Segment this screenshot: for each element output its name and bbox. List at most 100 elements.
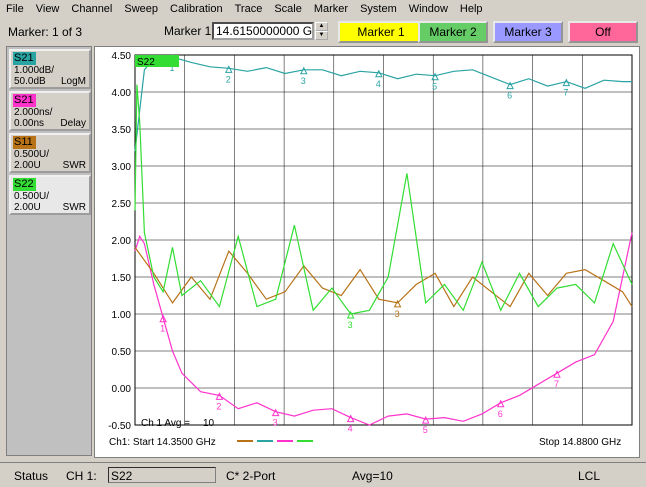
marker-triangle [215,392,224,400]
trace-s21-logm[interactable]: S21 1.000dB/ 50.0dB LogM [9,49,91,89]
menu-help[interactable]: Help [459,3,483,15]
marker-glyphs: 1 2 3 4 5 6 7 1 2 3 4 5 6 7 3 3 [159,54,571,435]
marker-triangle [159,314,167,323]
marker-1-button[interactable]: Marker 1 [338,21,424,43]
status-trace-box: S22 [108,467,216,483]
marker-count: Marker: 1 of 3 [8,25,83,39]
y-tick-label: 2.00 [112,236,132,247]
trace-name: S21 [13,52,36,65]
y-tick-label: -0.50 [108,421,131,432]
y-tick-label: 3.50 [112,125,132,136]
marker-triangle [421,415,430,424]
marker-label: 5 [432,82,437,92]
spin-down-icon[interactable]: ▼ [315,31,328,40]
marker-triangle [299,66,308,75]
marker-frequency-input[interactable]: 14.6150000000 GHz [212,22,314,40]
marker-label: 3 [395,309,400,319]
avg-label: Ch 1 Avg = [141,418,190,429]
menu-file[interactable]: File [6,3,24,15]
trace-s22-swr[interactable]: S22 0.500U/ 2.00U SWR [9,175,91,215]
trace-ref: 2.00U [14,160,41,171]
marker-label: 3 [273,418,278,428]
measurement-chart[interactable]: 4.50 4.00 3.50 3.00 2.50 2.00 1.50 1.00 0.50 0.00… [94,46,640,458]
marker-triangle [346,310,355,319]
status-avg: Avg=10 [352,469,393,483]
marker-label: 5 [423,425,428,435]
menu-window[interactable]: Window [408,3,448,15]
chart-svg[interactable]: 4.50 4.00 3.50 3.00 2.50 2.00 1.50 1.00 0.50 0.00… [95,47,639,457]
marker-2-button[interactable]: Marker 2 [418,21,488,43]
marker-triangle [375,69,383,78]
status-label: Status [14,469,49,483]
menu-channel[interactable]: Channel [71,3,113,15]
marker-triangle [346,414,355,423]
marker-3-button[interactable]: Marker 3 [493,21,563,43]
marker-label: 7 [563,88,568,98]
status-mode: LCL [578,469,601,483]
marker-toolbar: Marker: 1 of 3 Marker 1 14.6150000000 GH… [0,18,646,46]
menu-bar: File View Channel Sweep Calibration Trac… [0,0,646,18]
trace-scale: 1.000dB/ [14,65,55,76]
marker-off-button[interactable]: Off [568,21,638,43]
menu-system[interactable]: System [360,3,397,15]
active-trace-badge [135,55,179,67]
start-frequency: Ch1: Start 14.3500 GHz [109,437,216,448]
active-trace-label: S22 [137,57,155,68]
status-trace: S22 [111,469,133,483]
marker-triangle [506,81,514,90]
menu-scale[interactable]: Scale [274,3,302,15]
marker-label: Marker 1 [164,24,212,38]
marker-label: 1 [170,63,175,73]
trace-scale: 0.500U/ [14,191,50,202]
marker-label: 7 [554,379,559,389]
spin-up-icon[interactable]: ▲ [315,22,328,31]
menu-marker[interactable]: Marker [313,3,349,15]
trace-lines [134,56,633,426]
menu-trace[interactable]: Trace [234,3,263,15]
marker-label: 4 [348,424,353,434]
trace-ref: 0.00ns [14,118,45,129]
y-tick-labels: 4.50 4.00 3.50 3.00 2.50 2.00 1.50 1.00 0.50 0.00… [108,51,131,432]
trace-line-2 [134,247,633,308]
menu-view[interactable]: View [35,3,60,15]
trace-line-3 [134,84,633,315]
marker-label: 3 [348,320,353,330]
marker-triangle [562,78,571,87]
trace-format: SWR [62,202,86,213]
marker-label: 1 [160,324,165,334]
marker-label: 3 [301,76,306,86]
marker-triangle [271,408,280,417]
marker-label: 4 [376,79,381,89]
y-tick-label: 4.50 [112,51,132,62]
y-tick-label: 2.50 [112,199,132,210]
marker-label: 2 [226,74,231,84]
status-channel: CH 1: [66,469,97,483]
y-tick-label: 4.00 [112,88,132,99]
y-tick-label: 0.00 [112,384,132,395]
marker-triangle [393,299,402,308]
status-calibration: C* 2-Port [226,469,276,483]
trace-panel: S21 1.000dB/ 50.0dB LogM S21 2.000ns/ 0.… [6,46,92,456]
trace-s21-delay[interactable]: S21 2.000ns/ 0.00ns Delay [9,91,91,131]
trace-name: S22 [13,178,36,191]
y-tick-label: 1.50 [112,273,132,284]
menu-sweep[interactable]: Sweep [124,3,159,15]
trace-ref: 2.00U [14,202,41,213]
trace-line-0 [134,56,632,152]
marker-triangle [496,399,505,408]
trace-name: S11 [13,136,36,149]
marker-triangle [553,370,561,378]
y-tick-label: 0.50 [112,347,132,358]
trace-scale: 2.000ns/ [14,107,53,118]
stop-frequency: Stop 14.8800 GHz [539,437,621,448]
frequency-spinner[interactable]: ▲ ▼ [315,22,328,40]
trace-scale: 0.500U/ [14,149,50,160]
trace-s11-swr[interactable]: S11 0.500U/ 2.00U SWR [9,133,91,173]
trace-format: LogM [60,76,86,87]
marker-label: 2 [216,401,221,411]
marker-triangle [224,65,233,73]
menu-calibration[interactable]: Calibration [170,3,223,15]
y-tick-label: 3.00 [112,162,132,173]
chart-grid [134,54,633,426]
status-bar: Status CH 1: S22 C* 2-Port Avg=10 LCL [0,462,646,487]
